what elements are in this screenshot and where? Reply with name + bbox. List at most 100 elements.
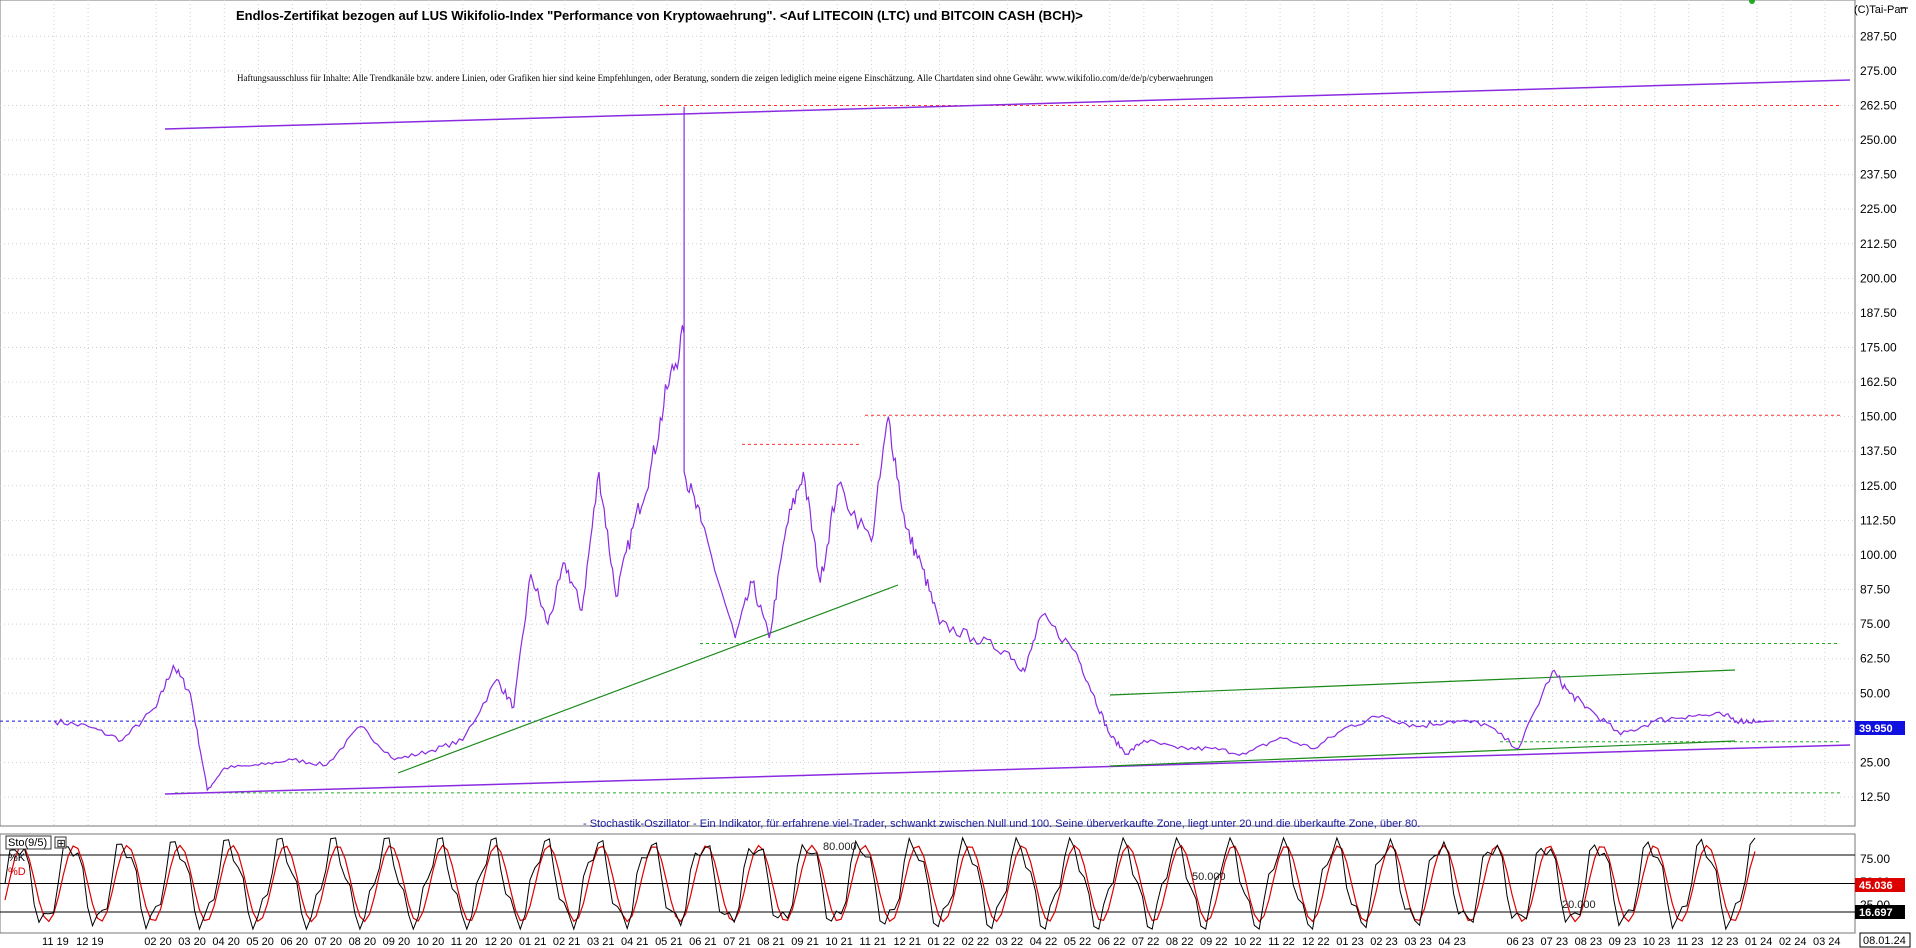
x-tick-label: 05 22 <box>1064 936 1092 948</box>
chart-title: Endlos-Zertifikat bezogen auf LUS Wikifo… <box>236 8 1083 23</box>
k-value: 16.697 <box>1859 907 1893 919</box>
y-tick-label: 275.00 <box>1860 64 1897 78</box>
y-tick-label: 112.50 <box>1860 513 1896 527</box>
y-tick-label: 87.50 <box>1860 583 1890 597</box>
x-tick-label: 11 20 <box>451 936 478 948</box>
x-tick-label: 10 22 <box>1234 936 1262 948</box>
d-value-badge <box>1855 878 1905 892</box>
x-tick-label: 04 23 <box>1438 936 1466 948</box>
x-tick-label: 09 20 <box>383 936 411 948</box>
x-tick-label: 02 24 <box>1779 936 1807 948</box>
x-tick-label: 01 22 <box>928 936 956 948</box>
x-tick-label: 07 21 <box>723 936 751 948</box>
x-tick-label: 04 22 <box>1030 936 1058 948</box>
x-tick-label: 01 23 <box>1336 936 1364 948</box>
price-panel-frame <box>0 0 1856 827</box>
x-tick-label: 05 20 <box>246 936 274 948</box>
last-date-box <box>1859 932 1911 948</box>
x-tick-label: 03 21 <box>587 936 615 948</box>
x-tick-label: 08 23 <box>1575 936 1603 948</box>
x-tick-label: 11 23 <box>1677 936 1704 948</box>
osc-level-80-label: 80.000 <box>823 841 857 853</box>
y-tick-label: 62.50 <box>1860 652 1890 666</box>
y-tick-label: 137.50 <box>1860 444 1897 458</box>
expand-icon: ⊞ <box>57 838 66 850</box>
x-tick-label: 01 24 <box>1745 936 1773 948</box>
green-trendline <box>397 584 899 774</box>
x-tick-label: 03 24 <box>1813 936 1841 948</box>
x-tick-label: 07 22 <box>1132 936 1160 948</box>
oscillator-expand-button[interactable] <box>54 836 67 849</box>
d-value: 45.036 <box>1859 880 1893 892</box>
upper-trendline <box>164 79 1851 130</box>
x-tick-label: 11 22 <box>1268 936 1295 948</box>
green-channel-upper <box>1109 669 1736 696</box>
x-tick-label: 02 20 <box>144 936 172 948</box>
y-tick-label: 175.00 <box>1860 340 1897 354</box>
x-tick-label: 09 21 <box>791 936 819 948</box>
x-tick-label: 07 20 <box>315 936 343 948</box>
x-tick-label: 11 21 <box>859 936 886 948</box>
osc-d-line <box>4 844 1756 923</box>
x-tick-label: 12 22 <box>1302 936 1330 948</box>
marker-dot <box>1749 0 1755 4</box>
y-tick-label: 250.00 <box>1860 133 1897 147</box>
y-tick-label: 162.50 <box>1860 375 1897 389</box>
x-tick-label: 03 23 <box>1404 936 1432 948</box>
last-price-badge-bg <box>1855 721 1905 735</box>
x-tick-label: 12 20 <box>485 936 513 948</box>
oscillator-series-layer <box>0 836 1855 931</box>
k-value-badge <box>1855 905 1905 919</box>
x-tick-label: 09 23 <box>1609 936 1637 948</box>
oscillator-label: Sto(9/5) <box>8 837 47 849</box>
y-tick-label: 150.00 <box>1860 410 1897 424</box>
y-tick-label: 12.50 <box>1860 790 1890 804</box>
price-y-axis: 12.5025.0037.5050.0062.5075.0087.50100.0… <box>1860 29 1897 804</box>
y-tick-label: 75.00 <box>1860 617 1890 631</box>
d-legend: %D <box>8 866 26 878</box>
x-tick-label: 03 22 <box>996 936 1024 948</box>
x-tick-label: 06 23 <box>1506 936 1534 948</box>
disclaimer-text: Haftungsausschluss für Inhalte: Alle Tre… <box>237 73 1214 83</box>
x-tick-label: 06 20 <box>280 936 308 948</box>
x-tick-label: 11 19 <box>42 936 69 948</box>
y-tick-label: 237.50 <box>1860 168 1897 182</box>
y-tick-label: 50.00 <box>1860 686 1890 700</box>
green-channel-lower <box>1109 740 1736 767</box>
last-price-badge: 39.950 <box>1855 721 1905 735</box>
x-tick-label: 02 22 <box>962 936 990 948</box>
x-tick-label: 12 23 <box>1711 936 1739 948</box>
x-tick-label: 12 19 <box>76 936 104 948</box>
y-tick-label: 262.50 <box>1860 98 1897 112</box>
x-tick-label: 09 22 <box>1200 936 1228 948</box>
osc-k-line <box>4 836 1756 931</box>
x-tick-label: 12 21 <box>893 936 921 948</box>
x-tick-label: 10 23 <box>1643 936 1671 948</box>
x-tick-label: 06 21 <box>689 936 717 948</box>
y-tick-label: 187.50 <box>1860 306 1897 320</box>
x-tick-label: 08 20 <box>349 936 377 948</box>
x-tick-label: 07 23 <box>1541 936 1569 948</box>
x-tick-label: 08 22 <box>1166 936 1194 948</box>
x-tick-label: 08 21 <box>757 936 785 948</box>
x-tick-label: 01 21 <box>519 936 547 948</box>
osc-tick-75: 75.00 <box>1860 852 1890 866</box>
y-tick-label: 225.00 <box>1860 202 1897 216</box>
price-series-layer <box>53 106 1774 792</box>
x-tick-label: 02 23 <box>1370 936 1398 948</box>
x-tick-label: 02 21 <box>553 936 581 948</box>
last-price-value: 39.950 <box>1859 723 1893 735</box>
time-x-axis: 11 19 12 19 02 20 03 20 04 20 05 20 06 20 07 20… <box>42 936 1840 948</box>
oscillator-label-box[interactable] <box>5 835 52 850</box>
x-tick-label: 06 22 <box>1098 936 1126 948</box>
x-tick-label: 05 21 <box>655 936 683 948</box>
osc-level-20-label: 20.000 <box>1562 899 1596 911</box>
copyright-label: (C)Tai-Pan <box>1854 4 1907 16</box>
y-tick-label: 125.00 <box>1860 479 1897 493</box>
oscillator-description: - Stochastik-Oszillator - Ein Indikator,… <box>583 818 1420 830</box>
lower-trendline <box>164 744 1851 795</box>
price-line <box>53 106 1774 792</box>
k-legend: %K <box>8 852 26 864</box>
x-tick-label: 10 20 <box>417 936 445 948</box>
